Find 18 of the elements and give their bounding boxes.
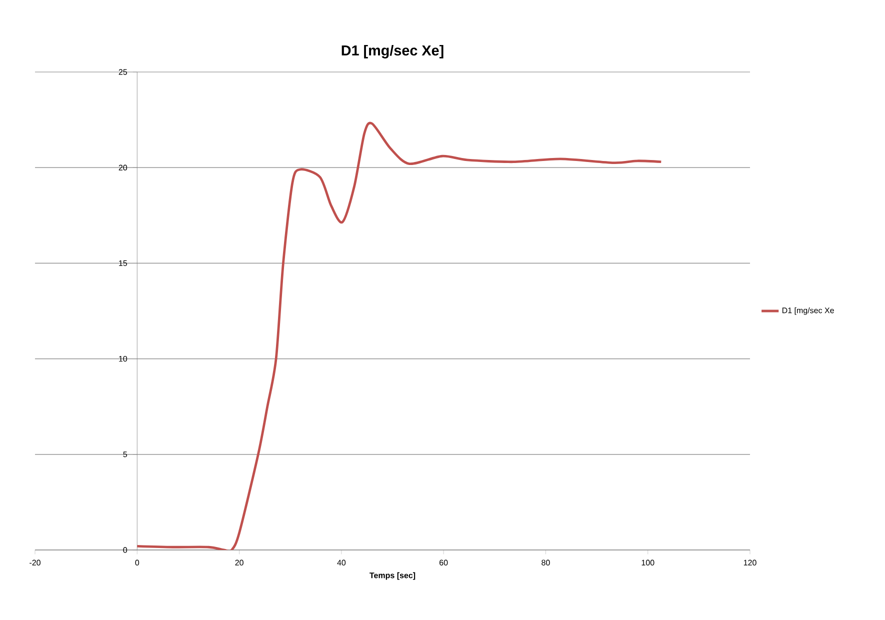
x-tick-label: 20	[235, 560, 244, 566]
y-tick-label: 15	[119, 260, 128, 266]
y-tick-label: 20	[118, 164, 128, 170]
x-tick-label: 40	[337, 560, 346, 566]
y-tick-label: 5	[123, 452, 128, 458]
x-tick-label: -20	[30, 560, 40, 566]
y-tick-label: 10	[119, 356, 128, 362]
y-tick-label: 25	[118, 69, 128, 75]
x-axis-title: Temps [sec]	[370, 572, 416, 580]
x-tick-label: 0	[135, 560, 140, 566]
x-tick-label: 80	[542, 560, 550, 566]
legend-label: D1 [mg/sec Xe	[782, 307, 834, 315]
line-series	[136, 122, 662, 550]
y-tick-label: 0	[123, 547, 128, 553]
chart-title: D1 [mg/sec Xe]	[342, 44, 444, 58]
x-tick-label: 60	[440, 560, 448, 566]
x-tick-label: 120	[744, 560, 756, 566]
x-tick-label: 100	[642, 560, 654, 566]
